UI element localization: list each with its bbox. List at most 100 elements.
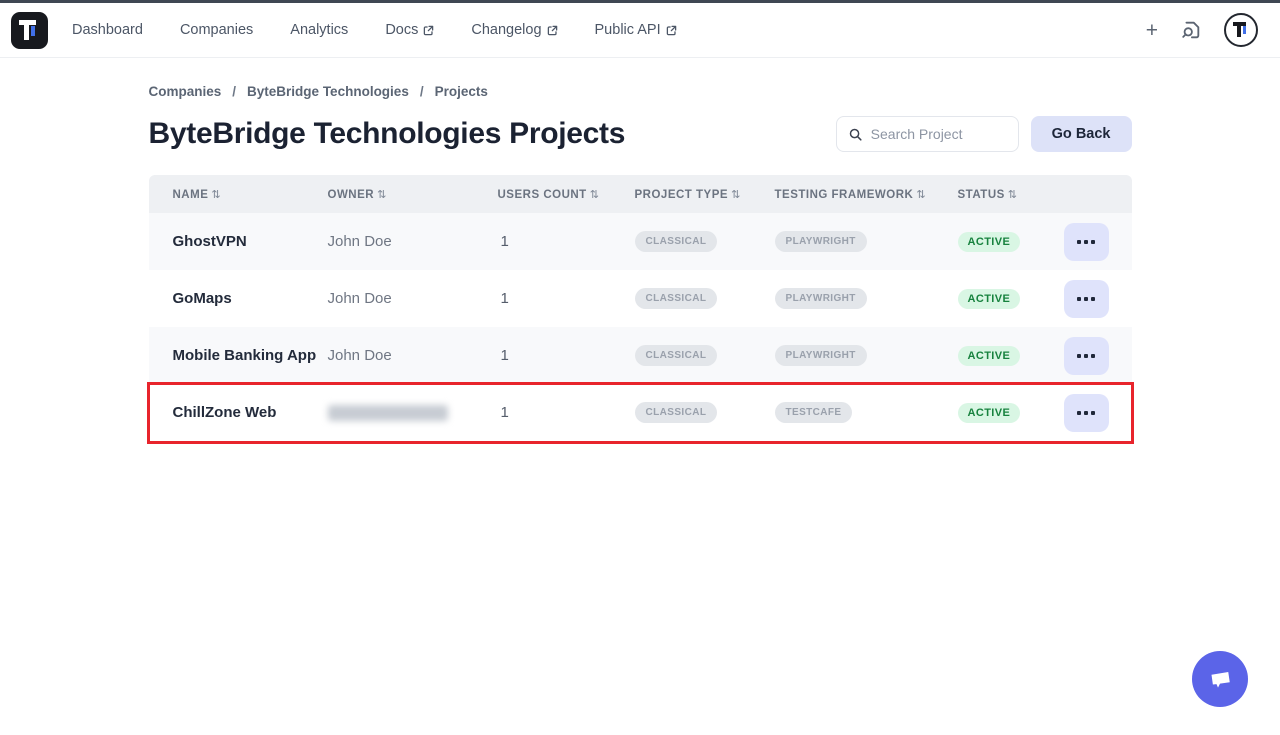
logo-t-stem bbox=[24, 19, 29, 40]
ellipsis-icon-dot bbox=[1091, 410, 1095, 415]
external-link-icon bbox=[547, 25, 558, 36]
logo-blue-accent bbox=[31, 25, 35, 36]
go-back-button[interactable]: Go Back bbox=[1030, 116, 1132, 152]
project-type-badge: CLASSICAL bbox=[634, 231, 718, 252]
nav-item-public-api[interactable]: Public API bbox=[595, 22, 677, 38]
sort-icon: ⇅ bbox=[589, 188, 600, 201]
column-header-project-type[interactable]: PROJECT TYPE ⇅ bbox=[634, 188, 741, 201]
nav-item-label: Dashboard bbox=[72, 22, 143, 38]
plus-icon[interactable]: + bbox=[1145, 18, 1158, 42]
column-header-testing-framework[interactable]: TESTING FRAMEWORK ⇅ bbox=[774, 188, 927, 201]
ellipsis-icon-dot bbox=[1077, 296, 1081, 301]
row-actions-button[interactable] bbox=[1063, 222, 1109, 261]
table-row-ghostvpn[interactable]: GhostVPN John Doe 1 CLASSICAL PLAYWRIGHT ACTI… bbox=[148, 213, 1132, 270]
projects-table: NAME ⇅ OWNER ⇅ USERS COUNT ⇅ PROJECT TYPE ⇅ TEST… bbox=[146, 175, 1134, 444]
users-count-cell: 1 bbox=[500, 233, 509, 250]
users-count-cell: 1 bbox=[500, 347, 509, 364]
users-count-cell: 1 bbox=[500, 290, 509, 307]
nav-item-analytics[interactable]: Analytics bbox=[290, 22, 348, 38]
sort-icon: ⇅ bbox=[1007, 188, 1018, 201]
status-badge: ACTIVE bbox=[957, 231, 1021, 252]
nav-item-label: Analytics bbox=[290, 22, 349, 38]
ellipsis-icon-dot bbox=[1077, 353, 1081, 358]
nav-item-label: Public API bbox=[594, 22, 661, 38]
status-badge: ACTIVE bbox=[957, 345, 1021, 366]
chat-bubble-icon bbox=[1205, 664, 1235, 694]
sort-icon: ⇅ bbox=[377, 188, 387, 201]
column-header-name[interactable]: NAME ⇅ bbox=[172, 188, 222, 201]
breadcrumb-item-bytebridge-technologies[interactable]: ByteBridge Technologies bbox=[247, 84, 409, 99]
nav-item-companies[interactable]: Companies bbox=[180, 22, 253, 38]
search-icon bbox=[848, 127, 863, 142]
testing-framework-badge: PLAYWRIGHT bbox=[774, 231, 867, 252]
table-body: GhostVPN John Doe 1 CLASSICAL PLAYWRIGHT ACTI… bbox=[148, 213, 1132, 441]
nav-item-label: Changelog bbox=[471, 22, 542, 38]
ellipsis-icon-dot bbox=[1077, 239, 1081, 244]
main-nav: Dashboard Companies Analytics Docs Changelog… bbox=[72, 22, 677, 38]
project-type-badge: CLASSICAL bbox=[634, 402, 718, 423]
topbar-right-actions: + bbox=[1146, 13, 1258, 47]
nav-item-dashboard[interactable]: Dashboard bbox=[72, 22, 143, 38]
testing-framework-badge: PLAYWRIGHT bbox=[774, 345, 867, 366]
project-name-cell: ChillZone Web bbox=[172, 404, 277, 421]
project-name-cell: Mobile Banking App bbox=[172, 347, 317, 364]
breadcrumb: Companies / ByteBridge Technologies / Projec… bbox=[149, 84, 1132, 99]
chat-fab-button[interactable] bbox=[1192, 651, 1248, 707]
project-name-cell: GhostVPN bbox=[172, 233, 247, 250]
project-type-badge: CLASSICAL bbox=[634, 288, 718, 309]
status-badge: ACTIVE bbox=[957, 402, 1021, 423]
page-title: ByteBridge Technologies Projects bbox=[148, 117, 626, 150]
top-accent-bar bbox=[0, 0, 1280, 3]
page-content: Companies / ByteBridge Technologies / Projec… bbox=[146, 84, 1134, 444]
top-navigation-bar: Dashboard Companies Analytics Docs Changelog… bbox=[0, 3, 1280, 58]
testing-framework-badge: TESTCAFE bbox=[774, 402, 853, 423]
nav-item-label: Docs bbox=[385, 22, 419, 38]
ellipsis-icon-dot bbox=[1084, 353, 1088, 358]
nav-item-label: Companies bbox=[179, 22, 254, 38]
column-header-owner[interactable]: OWNER ⇅ bbox=[327, 188, 387, 201]
external-link-icon bbox=[666, 25, 677, 36]
owner-cell bbox=[327, 404, 498, 421]
ellipsis-icon-dot bbox=[1091, 239, 1095, 244]
breadcrumb-separator: / bbox=[419, 84, 424, 99]
sort-icon: ⇅ bbox=[211, 188, 222, 201]
search-input[interactable] bbox=[870, 126, 1007, 142]
app-logo[interactable] bbox=[11, 11, 48, 49]
status-badge: ACTIVE bbox=[957, 288, 1021, 309]
sort-icon: ⇅ bbox=[916, 188, 927, 201]
title-actions: Go Back bbox=[835, 116, 1132, 152]
ellipsis-icon-dot bbox=[1077, 410, 1081, 415]
owner-cell: John Doe bbox=[327, 233, 392, 250]
avatar-logo-blue-accent bbox=[1243, 26, 1246, 34]
ellipsis-icon-dot bbox=[1084, 239, 1088, 244]
breadcrumb-item-projects[interactable]: Projects bbox=[434, 84, 488, 99]
search-box bbox=[835, 116, 1019, 152]
project-name-cell: GoMaps bbox=[172, 290, 232, 307]
owner-cell: John Doe bbox=[327, 290, 392, 307]
row-actions-button[interactable] bbox=[1063, 393, 1109, 432]
breadcrumb-item-companies[interactable]: Companies bbox=[148, 84, 222, 99]
avatar-logo-stem bbox=[1237, 22, 1241, 37]
nav-item-docs[interactable]: Docs bbox=[385, 22, 434, 38]
table-row-mobile-banking-app[interactable]: Mobile Banking App John Doe 1 CLASSICAL PLAY… bbox=[148, 327, 1132, 384]
column-header-users-count[interactable]: USERS COUNT ⇅ bbox=[497, 188, 600, 201]
ellipsis-icon-dot bbox=[1084, 296, 1088, 301]
redacted-owner-blur bbox=[327, 404, 448, 421]
breadcrumb-separator: / bbox=[232, 84, 237, 99]
review-search-icon[interactable] bbox=[1180, 19, 1202, 41]
row-actions-button[interactable] bbox=[1063, 336, 1109, 375]
table-header-row: NAME ⇅ OWNER ⇅ USERS COUNT ⇅ PROJECT TYPE ⇅ TEST… bbox=[148, 175, 1132, 213]
project-type-badge: CLASSICAL bbox=[634, 345, 718, 366]
testing-framework-badge: PLAYWRIGHT bbox=[774, 288, 867, 309]
ellipsis-icon-dot bbox=[1091, 296, 1095, 301]
table-row-chillzone-web[interactable]: ChillZone Web 1 CLASSICAL TESTCAFE ACTIVE bbox=[148, 384, 1132, 441]
table-row-gomaps[interactable]: GoMaps John Doe 1 CLASSICAL PLAYWRIGHT ACTIVE bbox=[148, 270, 1132, 327]
column-header-status[interactable]: STATUS ⇅ bbox=[957, 188, 1018, 201]
sort-icon: ⇅ bbox=[731, 188, 741, 201]
user-avatar[interactable] bbox=[1224, 13, 1258, 47]
title-row: ByteBridge Technologies Projects Go Back bbox=[149, 116, 1132, 152]
ellipsis-icon-dot bbox=[1084, 410, 1088, 415]
row-actions-button[interactable] bbox=[1063, 279, 1109, 318]
nav-item-changelog[interactable]: Changelog bbox=[471, 22, 557, 38]
external-link-icon bbox=[423, 25, 434, 36]
